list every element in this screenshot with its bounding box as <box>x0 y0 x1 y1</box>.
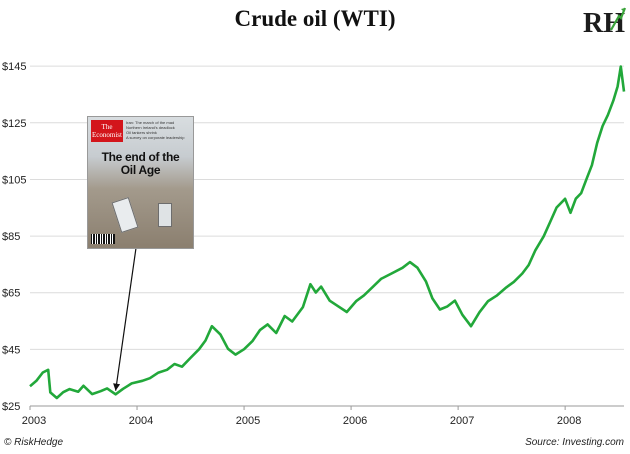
gas-pump-illustration <box>111 197 139 233</box>
y-tick-label: $45 <box>2 344 20 356</box>
x-tick-label: 2004 <box>129 415 153 427</box>
y-axis: $25 $45 $65 $85 $105 $125 $145 <box>2 61 26 413</box>
barcode <box>91 234 115 244</box>
annotation-arrow-head <box>113 383 121 391</box>
annotation-arrow <box>115 247 137 391</box>
economist-masthead: The Economist <box>91 120 123 142</box>
cover-contents: Iran: The march of the mad Northern Irel… <box>126 120 190 140</box>
riskhedge-logo: RH <box>583 7 627 38</box>
series-line <box>29 65 626 400</box>
chart-title: Crude oil (WTI) <box>234 6 396 31</box>
x-tick-label: 2006 <box>343 415 367 427</box>
cover-line: Iran: The march of the mad <box>126 120 175 125</box>
annotation-arrow-layer <box>113 247 137 391</box>
cover-line: Northern Ireland's deadlock <box>126 125 175 130</box>
cover-headline-line: The end of the <box>101 150 180 164</box>
economist-cover-image: The Economist Iran: The march of the mad… <box>87 116 194 249</box>
x-tick-label: 2003 <box>22 415 46 427</box>
cover-line: A survey on corporate leadership <box>126 135 185 140</box>
cover-line: Oil tankers shrink <box>126 130 157 135</box>
x-axis: 2003 2004 2005 2006 2007 2008 <box>22 406 581 427</box>
source-text: Source: Investing.com <box>525 437 624 448</box>
y-tick-label: $125 <box>2 118 26 130</box>
svg-text:RH: RH <box>583 8 625 38</box>
gas-pump-illustration <box>158 203 172 227</box>
x-tick-label: 2007 <box>450 415 474 427</box>
y-tick-label: $65 <box>2 288 20 300</box>
cover-headline-line: Oil Age <box>120 163 161 177</box>
copyright-text: © RiskHedge <box>4 437 64 448</box>
x-tick-label: 2008 <box>557 415 581 427</box>
masthead-line: Economist <box>92 131 122 139</box>
y-tick-label: $105 <box>2 174 26 186</box>
y-tick-label: $145 <box>2 61 26 73</box>
cover-headline: The end of the Oil Age <box>90 151 191 177</box>
x-tick-label: 2005 <box>236 415 260 427</box>
masthead-line: The <box>101 123 113 131</box>
series-layer <box>29 65 626 400</box>
y-tick-label: $85 <box>2 231 20 243</box>
y-tick-label: $25 <box>2 401 20 413</box>
